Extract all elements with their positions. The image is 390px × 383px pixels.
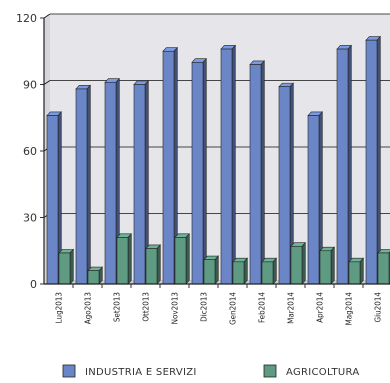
bar-agricoltura [58,248,74,285]
bar-front [220,48,233,285]
bar-agricoltura [174,233,190,285]
bar-side [202,57,207,285]
bar-industria [365,35,381,285]
bar-front [87,270,100,285]
x-category-label: Mar2014 [287,292,296,324]
x-category-label: Feb2014 [258,292,267,323]
x-category-label: Set2013 [113,292,122,322]
bar-front [319,250,332,285]
bar-front [116,237,129,285]
bar-side [330,246,335,285]
legend-label: AGRICOLTURA [286,367,359,378]
x-category-label: Ott2013 [142,292,151,322]
legend-label: INDUSTRIA E SERVIZI [85,367,197,378]
bar-side [156,244,161,285]
x-category-label: Ago2013 [84,292,93,324]
legend-item-industria: INDUSTRIA E SERVIZI [62,364,197,378]
bar-front [365,39,378,285]
bar-side [301,241,306,285]
bar-side [127,233,132,285]
bar-front [75,88,88,285]
bar-industria [191,57,207,285]
bar-front [261,261,274,285]
bar-agricoltura [377,249,390,285]
legend-item-agricoltura: AGRICOLTURA [263,364,359,378]
y-tick-label: 30 [23,212,37,225]
gridline-depth [43,13,51,19]
bar-side [260,60,265,285]
bar-agricoltura [232,257,248,285]
bars [46,35,390,285]
bar-side [69,248,74,285]
legend-swatch [263,364,277,378]
bar-front [307,115,320,285]
bar-front [104,81,117,285]
bar-front [377,252,390,285]
x-category-label: Mag2014 [345,292,354,326]
bar-side [347,44,352,285]
bar-front [133,84,146,285]
x-category-label: Lug2013 [55,292,64,323]
bar-front [232,261,245,285]
y-axis-ticks: 0 30 60 90 120 [16,12,44,291]
bar-industria [104,77,120,285]
bar-industria [220,44,236,285]
bar-agricoltura [290,241,306,285]
bar-agricoltura [348,257,364,285]
legend-swatch [62,364,76,378]
bar-front [203,259,216,285]
bar-front [278,86,291,285]
bar-side [272,257,277,285]
y-tick-label: 120 [16,12,37,25]
x-category-label: Nov2013 [171,292,180,324]
bar-front [145,248,158,285]
x-category-label: Giu2014 [374,292,383,323]
bar-side [359,257,364,285]
legend: INDUSTRIA E SERVIZI AGRICOLTURA [62,364,359,378]
bar-front [46,115,59,285]
bar-side [214,255,219,285]
bar-front [191,62,204,285]
x-category-label: Apr2014 [316,292,325,323]
gridline-depth [43,80,51,85]
bar-industria [75,84,91,285]
x-category-label: Dic2013 [200,292,209,322]
bar-front [162,50,175,285]
bar-agricoltura [87,266,103,285]
bar-agricoltura [145,244,161,285]
bar-industria [336,44,352,285]
bar-side [376,35,381,285]
bar-side [243,257,248,285]
bar-agricoltura [319,246,335,285]
y-tick-label: 0 [30,278,37,291]
bar-front [290,246,303,285]
bar-front [348,261,361,285]
bar-agricoltura [116,233,132,285]
y-tick-label: 90 [23,79,37,92]
bar-front [336,48,349,285]
bar-industria [162,46,178,285]
bar-front [249,64,262,285]
bar-front [174,237,187,285]
y-tick-label: 60 [23,145,37,158]
bar-side [231,44,236,285]
bar-side [185,233,190,285]
bar-front [58,252,71,285]
bar-side [86,84,91,285]
bar-agricoltura [261,257,277,285]
bar-industria [249,60,265,285]
x-category-label: Gen2014 [229,292,238,325]
bar-agricoltura [203,255,219,285]
x-axis-labels: Lug2013 Ago2013 Set2013 Ott2013 Nov2013 Dic20… [55,284,383,326]
